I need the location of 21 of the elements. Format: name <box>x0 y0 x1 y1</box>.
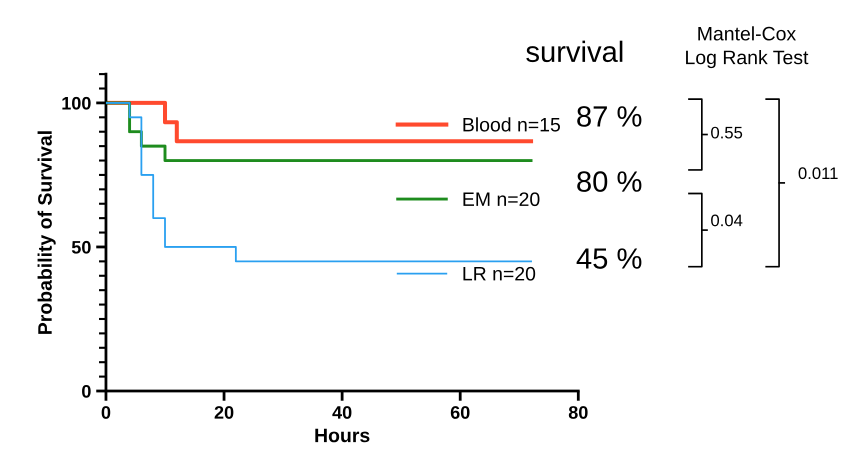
annotation: 45 % <box>576 248 642 269</box>
legend-label: Blood n=15 <box>463 117 560 132</box>
x-tick-label: 0 <box>102 406 110 419</box>
text: 0.55 <box>711 126 742 139</box>
x-tick-label: 60 <box>450 406 470 419</box>
y-tick-label: 0 <box>82 384 91 398</box>
legend-label: LR n=20 <box>463 266 536 281</box>
legend-label: EM n=20 <box>463 192 540 206</box>
x-tick-label: 40 <box>332 406 352 419</box>
annotation: 87 % <box>577 106 642 127</box>
x-axis-title: Hours <box>315 428 370 442</box>
annotation: 80 % <box>577 171 642 192</box>
x-tick-label: 80 <box>568 406 588 419</box>
x-tick-label: 20 <box>214 406 234 419</box>
text: Mantel-Cox Log Rank Test <box>686 26 808 68</box>
text: 0.04 <box>711 214 742 226</box>
y-axis-title: Probability of Survival <box>38 131 56 334</box>
text: survival <box>526 40 622 62</box>
y-tick-label: 100 <box>62 96 91 110</box>
text: 0.011 <box>798 167 838 180</box>
y-tick-label: 50 <box>72 240 91 254</box>
